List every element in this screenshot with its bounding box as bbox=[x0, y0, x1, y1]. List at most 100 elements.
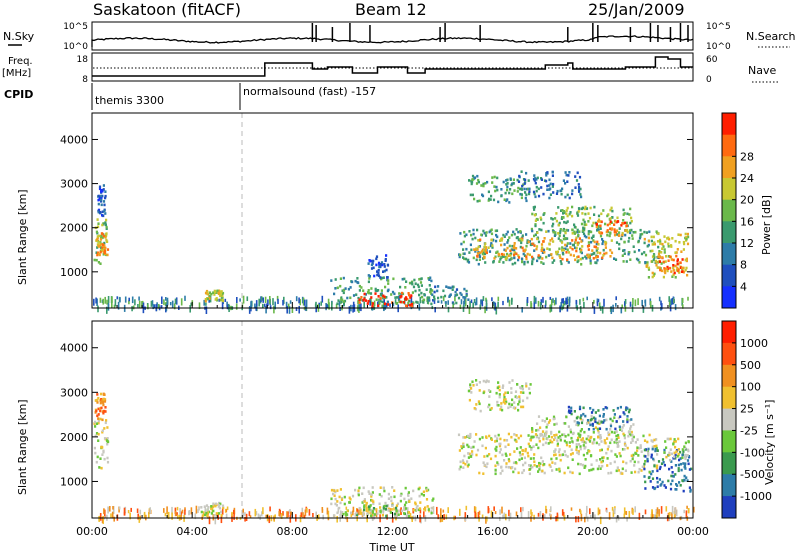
nsky-trace bbox=[91, 35, 694, 47]
heatmap-cell bbox=[578, 472, 581, 476]
heatmap-cell bbox=[119, 297, 121, 303]
heatmap-cell bbox=[503, 198, 506, 201]
heatmap-cell bbox=[470, 387, 473, 390]
heatmap-cell bbox=[396, 502, 400, 506]
heatmap-cell bbox=[357, 493, 360, 497]
heatmap-cell bbox=[510, 403, 514, 406]
heatmap-cell bbox=[389, 511, 393, 514]
heatmap-cell bbox=[495, 445, 498, 449]
heatmap-cell bbox=[543, 471, 546, 475]
heatmap-cell bbox=[610, 438, 613, 442]
heatmap-cell bbox=[609, 424, 613, 428]
heatmap-cell bbox=[429, 276, 432, 280]
heatmap-cell bbox=[331, 301, 333, 309]
heatmap-cell bbox=[214, 516, 217, 525]
heatmap-cell bbox=[383, 295, 386, 299]
heatmap-cell bbox=[634, 470, 637, 474]
heatmap-cell bbox=[491, 297, 493, 302]
heatmap-cell bbox=[492, 198, 496, 202]
time-x-axis: 00:00 04:00 08:00 12:00 16:00 20:00 00:00 bbox=[76, 302, 709, 538]
heatmap-cell bbox=[508, 201, 511, 204]
heatmap-cell bbox=[630, 430, 633, 434]
heatmap-cell bbox=[533, 453, 536, 456]
heatmap-cell bbox=[463, 454, 466, 458]
colorbar-tick-label: 20 bbox=[740, 194, 754, 207]
heatmap-cell bbox=[528, 445, 531, 448]
heatmap-cell bbox=[549, 239, 552, 242]
heatmap-cell bbox=[598, 464, 601, 468]
heatmap-cell bbox=[649, 249, 652, 253]
heatmap-cell bbox=[95, 422, 99, 425]
heatmap-cell bbox=[386, 300, 389, 304]
heatmap-cell bbox=[684, 236, 687, 240]
heatmap-cell bbox=[488, 197, 491, 201]
heatmap-cell bbox=[484, 182, 487, 185]
heatmap-cell bbox=[659, 268, 662, 272]
heatmap-cell bbox=[625, 221, 628, 225]
heatmap-cell bbox=[676, 455, 679, 458]
heatmap-cell bbox=[582, 226, 585, 230]
heatmap-cell bbox=[467, 261, 471, 264]
heatmap-cell bbox=[681, 479, 684, 482]
heatmap-cell bbox=[626, 516, 628, 522]
heatmap-cell bbox=[657, 252, 661, 256]
heatmap-cell bbox=[656, 512, 658, 519]
heatmap-cell bbox=[382, 270, 385, 273]
heatmap-cell bbox=[623, 441, 627, 445]
heatmap-cell bbox=[511, 298, 513, 305]
heatmap-cell bbox=[518, 174, 521, 178]
heatmap-cell bbox=[98, 187, 102, 191]
heatmap-cell bbox=[351, 280, 354, 284]
heatmap-cell bbox=[104, 421, 107, 425]
heatmap-cell bbox=[651, 243, 654, 246]
heatmap-cell bbox=[624, 444, 627, 447]
heatmap-cell bbox=[525, 199, 528, 203]
heatmap-cell bbox=[540, 218, 543, 221]
heatmap-cell bbox=[190, 507, 193, 515]
heatmap-cell bbox=[668, 467, 671, 471]
heatmap-cell bbox=[265, 305, 267, 314]
heatmap-cell bbox=[303, 299, 306, 306]
heatmap-cell bbox=[512, 470, 515, 474]
heatmap-cell bbox=[344, 287, 347, 290]
heatmap-cell bbox=[483, 231, 486, 235]
colorbar-segment bbox=[722, 342, 736, 366]
heatmap-cell bbox=[668, 451, 671, 455]
heatmap-cell bbox=[184, 507, 186, 511]
heatmap-cell bbox=[508, 191, 511, 195]
heatmap-cell bbox=[644, 487, 647, 490]
heatmap-cell bbox=[630, 454, 633, 457]
heatmap-cell bbox=[530, 515, 532, 522]
heatmap-cell bbox=[652, 258, 655, 262]
heatmap-cell bbox=[630, 471, 633, 474]
heatmap-cell bbox=[665, 455, 668, 459]
heatmap-cell bbox=[564, 171, 567, 174]
heatmap-cell bbox=[643, 439, 647, 442]
heatmap-cell bbox=[605, 418, 608, 422]
heatmap-cell bbox=[474, 250, 477, 253]
heatmap-cell bbox=[650, 439, 653, 442]
heatmap-cell bbox=[516, 383, 519, 386]
heatmap-cell bbox=[556, 439, 559, 442]
heatmap-cell bbox=[590, 253, 593, 256]
heatmap-cell bbox=[654, 259, 657, 263]
heatmap-cell bbox=[107, 296, 110, 303]
heatmap-cell bbox=[381, 304, 383, 308]
heatmap-cell bbox=[269, 506, 271, 512]
heatmap-cell bbox=[521, 234, 524, 237]
heatmap-cell bbox=[682, 450, 685, 453]
heatmap-cell bbox=[617, 433, 620, 437]
heatmap-cell bbox=[593, 251, 596, 255]
heatmap-cell bbox=[577, 516, 580, 523]
heatmap-cell bbox=[659, 484, 662, 487]
heatmap-cell bbox=[535, 435, 538, 439]
heatmap-cell bbox=[618, 425, 621, 429]
heatmap-cell bbox=[607, 431, 610, 434]
heatmap-cell bbox=[212, 505, 215, 508]
heatmap-cell bbox=[475, 433, 478, 436]
heatmap-cell bbox=[579, 445, 582, 448]
heatmap-cell bbox=[641, 232, 644, 236]
heatmap-cell bbox=[633, 250, 636, 254]
heatmap-cell bbox=[517, 254, 520, 257]
heatmap-cell bbox=[396, 296, 399, 299]
